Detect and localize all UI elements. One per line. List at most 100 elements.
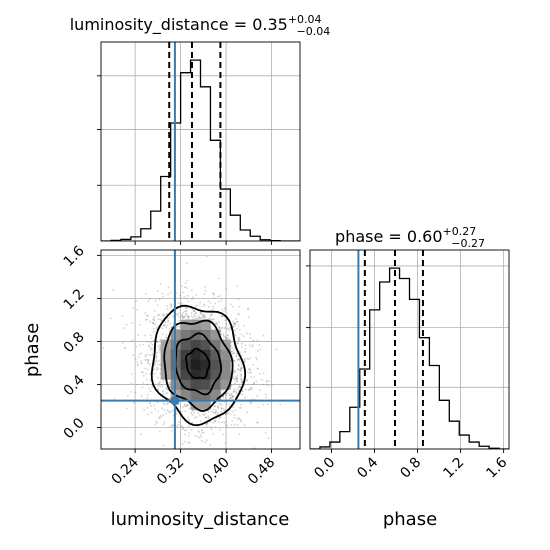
sample-point xyxy=(182,427,185,429)
sample-point xyxy=(142,374,145,377)
sample-point xyxy=(236,313,239,316)
sample-point xyxy=(235,380,238,383)
sample-point xyxy=(156,367,159,370)
sample-point xyxy=(146,406,149,409)
sample-point xyxy=(169,322,172,325)
sample-point xyxy=(223,310,226,313)
sample-point xyxy=(211,292,214,295)
sample-point xyxy=(130,373,133,376)
sample-point xyxy=(162,391,164,393)
sample-point xyxy=(231,397,234,400)
sample-point xyxy=(185,306,188,309)
sample-point xyxy=(250,401,253,404)
sample-point xyxy=(184,405,187,408)
sample-point xyxy=(230,394,233,397)
sample-point xyxy=(144,334,147,337)
sample-point xyxy=(169,385,171,388)
sample-point xyxy=(209,302,212,305)
sample-point xyxy=(191,421,194,424)
sample-point xyxy=(153,362,156,365)
sample-point xyxy=(146,383,149,386)
sample-point xyxy=(205,416,208,419)
sample-point xyxy=(246,332,249,335)
phase-y-tick-label-3: 1.2 xyxy=(61,286,88,313)
phase-x-tick-label-4: 1.6 xyxy=(483,454,510,481)
sample-point xyxy=(124,347,127,349)
sample-point xyxy=(183,404,186,407)
sample-point xyxy=(229,397,232,400)
sample-point xyxy=(169,306,172,309)
sample-point xyxy=(144,359,147,361)
sample-point xyxy=(240,363,243,366)
sample-point xyxy=(191,308,194,311)
sample-point xyxy=(204,315,206,318)
sample-point xyxy=(236,368,239,370)
sample-point xyxy=(158,417,161,420)
sample-point xyxy=(236,377,238,380)
sample-point xyxy=(252,344,254,346)
sample-point xyxy=(188,418,191,421)
sample-point xyxy=(233,371,236,374)
sample-point xyxy=(221,309,224,311)
sample-point xyxy=(136,363,139,365)
sample-point xyxy=(225,336,228,339)
sample-point xyxy=(144,367,147,370)
sample-point xyxy=(169,411,172,414)
joint-panel: 0.24 0.32 0.40 0.48 0.0 0.4 0.8 1.2 1.6 luminos… xyxy=(22,243,301,530)
sample-point xyxy=(196,435,199,438)
sample-point xyxy=(238,305,241,308)
sample-point xyxy=(186,404,188,406)
sample-point xyxy=(204,317,207,319)
heatmap-cell xyxy=(200,359,211,370)
sample-point xyxy=(224,308,227,311)
sample-point xyxy=(126,395,129,397)
sample-point xyxy=(162,389,164,392)
sample-point xyxy=(203,313,206,316)
sample-point xyxy=(151,321,154,324)
sample-point xyxy=(180,302,183,305)
sample-point xyxy=(159,351,162,354)
sample-point xyxy=(225,392,227,395)
sample-point xyxy=(181,291,184,294)
sample-point xyxy=(233,414,236,417)
sample-point xyxy=(183,440,186,443)
sample-point xyxy=(237,369,240,371)
sample-point xyxy=(226,425,228,427)
sample-point xyxy=(222,395,225,398)
sample-point xyxy=(218,421,221,423)
heatmap-cell xyxy=(160,349,171,360)
sample-point xyxy=(137,334,140,336)
sample-point xyxy=(200,440,203,443)
sample-point xyxy=(230,351,233,353)
sample-point xyxy=(166,391,169,394)
sample-point xyxy=(249,357,252,359)
sample-point xyxy=(228,412,230,415)
sample-point xyxy=(149,298,152,300)
sample-point xyxy=(220,333,223,336)
sample-point xyxy=(182,316,185,319)
sample-point xyxy=(123,327,125,329)
sample-point xyxy=(249,386,252,389)
phase-x-tick-label-1: 0.4 xyxy=(354,454,381,481)
sample-point xyxy=(158,360,160,362)
sample-point xyxy=(198,316,201,319)
sample-point xyxy=(197,430,200,432)
heatmap-cell xyxy=(200,399,211,410)
sample-point xyxy=(177,314,179,317)
sample-point xyxy=(240,403,243,406)
sample-point xyxy=(225,322,228,325)
sample-point xyxy=(225,403,228,406)
sample-point xyxy=(241,342,243,345)
sample-point xyxy=(194,315,196,318)
sample-point xyxy=(236,358,239,360)
sample-point xyxy=(184,307,187,310)
sample-point xyxy=(214,411,217,414)
sample-point xyxy=(158,382,161,385)
sample-point xyxy=(246,380,249,382)
sample-point xyxy=(236,353,238,355)
heatmap-cell xyxy=(190,379,201,390)
sample-point xyxy=(169,303,172,305)
sample-point xyxy=(156,340,159,343)
sample-point xyxy=(157,318,160,321)
phase-y-tick-label-4: 1.6 xyxy=(61,243,88,270)
